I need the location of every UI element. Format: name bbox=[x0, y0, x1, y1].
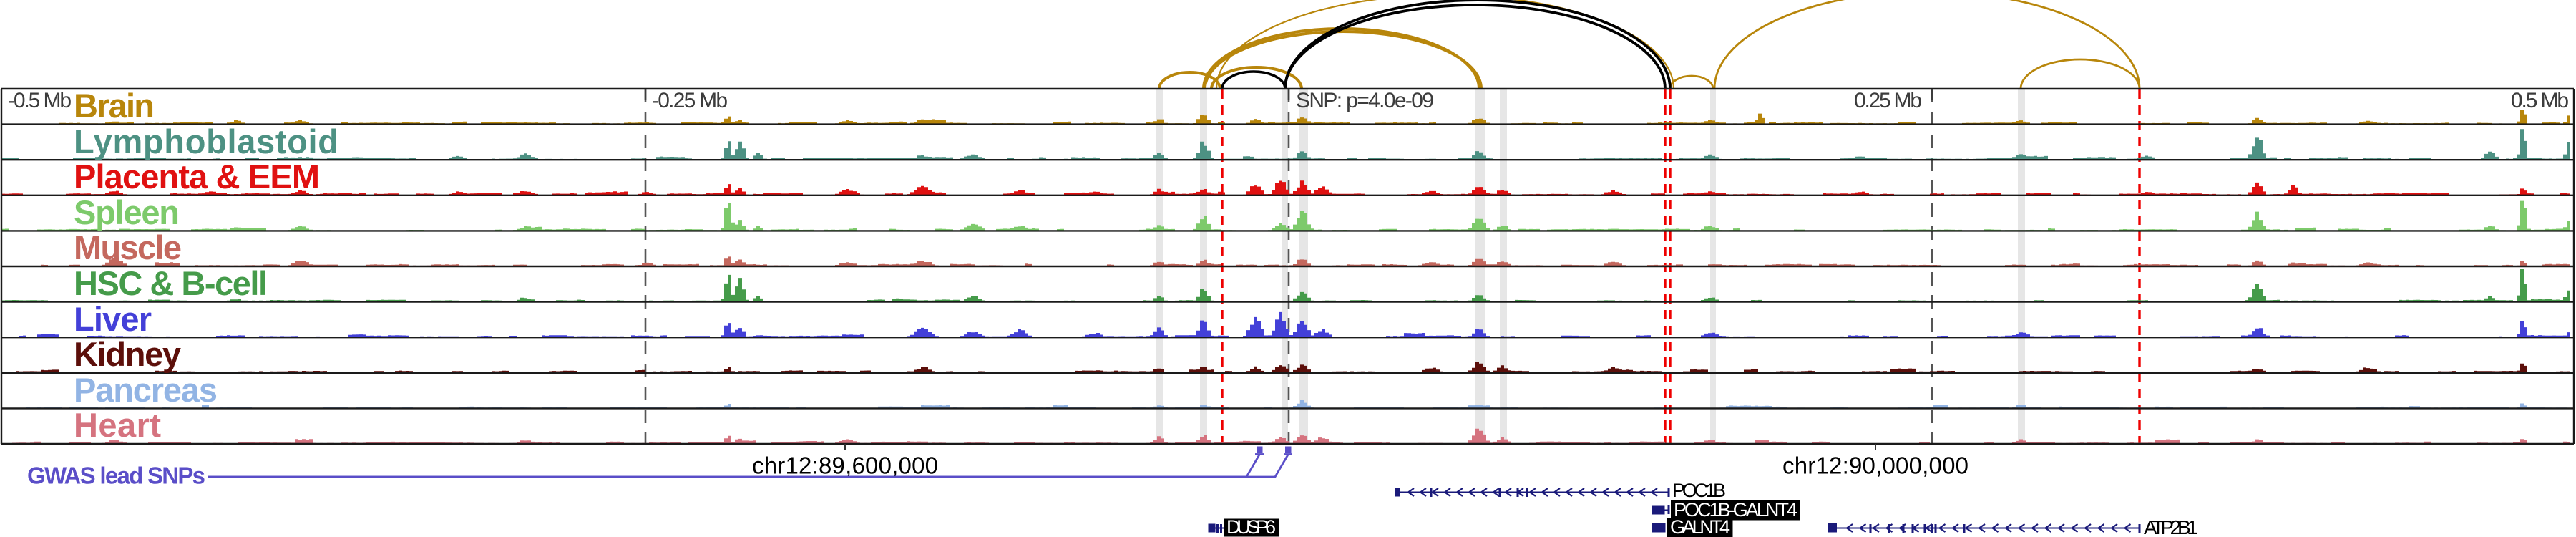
svg-text:GALNT4: GALNT4 bbox=[1670, 516, 1730, 537]
svg-text:Kidney: Kidney bbox=[74, 335, 181, 373]
svg-text:ATP2B1: ATP2B1 bbox=[2144, 516, 2198, 537]
svg-text:Heart: Heart bbox=[74, 406, 161, 444]
svg-text:HSC & B-cell: HSC & B-cell bbox=[74, 264, 268, 302]
svg-text:-0.5 Mb: -0.5 Mb bbox=[8, 89, 72, 112]
svg-text:chr12:90,000,000: chr12:90,000,000 bbox=[1782, 453, 1968, 479]
svg-text:Spleen: Spleen bbox=[74, 193, 180, 231]
svg-text:chr12:89,600,000: chr12:89,600,000 bbox=[752, 453, 938, 479]
svg-text:SNP: p=4.0e-09: SNP: p=4.0e-09 bbox=[1296, 89, 1434, 112]
svg-text:Liver: Liver bbox=[74, 300, 152, 338]
svg-text:POC1B-GALNT4: POC1B-GALNT4 bbox=[1674, 499, 1797, 521]
svg-text:Placenta & EEM: Placenta & EEM bbox=[74, 158, 320, 195]
svg-text:0.5 Mb: 0.5 Mb bbox=[2511, 89, 2569, 112]
svg-text:POC1B: POC1B bbox=[1672, 480, 1726, 501]
svg-text:Muscle: Muscle bbox=[74, 228, 182, 266]
svg-text:GWAS lead SNPs: GWAS lead SNPs bbox=[27, 463, 205, 489]
svg-text:Lymphoblastoid: Lymphoblastoid bbox=[74, 122, 338, 160]
svg-text:Brain: Brain bbox=[74, 87, 155, 125]
svg-text:-0.25 Mb: -0.25 Mb bbox=[652, 89, 728, 112]
svg-text:Pancreas: Pancreas bbox=[74, 371, 218, 409]
svg-text:DUSP6: DUSP6 bbox=[1226, 516, 1276, 537]
svg-text:0.25 Mb: 0.25 Mb bbox=[1854, 89, 1922, 112]
